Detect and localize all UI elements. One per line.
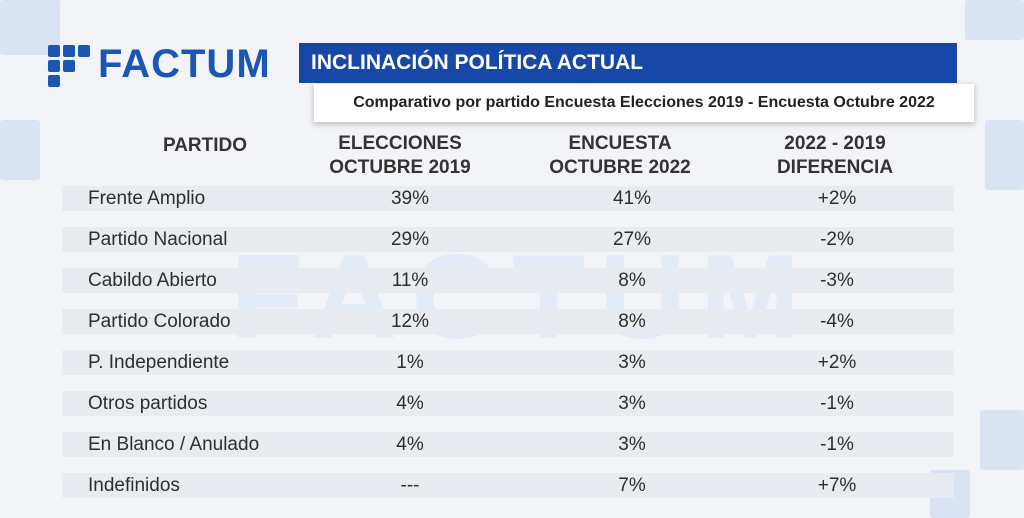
table-row: Indefinidos --- 7% +7%: [62, 473, 954, 498]
cell-diferencia: -3%: [820, 270, 854, 291]
cell-partido: Frente Amplio: [88, 188, 206, 209]
cell-encuesta-2022: 27%: [612, 229, 652, 250]
cell-diferencia: +2%: [817, 188, 857, 209]
header-encuesta-2022: ENCUESTA OCTUBRE 2022: [549, 133, 691, 178]
cell-partido: P. Independiente: [88, 352, 230, 373]
page-title: INCLINACIÓN POLÍTICA ACTUAL: [299, 43, 957, 83]
cell-encuesta-2022: 8%: [618, 270, 646, 291]
cell-diferencia: +7%: [817, 475, 857, 496]
logo-text: FACTUM: [98, 42, 271, 86]
cell-encuesta-2022: 41%: [612, 188, 652, 209]
header-partido: PARTIDO: [162, 135, 248, 156]
cell-encuesta-2022: 3%: [618, 434, 646, 455]
factum-logo-icon: [44, 43, 92, 87]
cell-encuesta-2022: 7%: [618, 475, 646, 496]
cell-elecciones-2019: 4%: [396, 393, 424, 414]
cell-elecciones-2019: 12%: [390, 311, 430, 332]
header-diferencia: 2022 - 2019 DIFERENCIA: [776, 133, 894, 178]
cell-diferencia: -1%: [820, 393, 854, 414]
cell-diferencia: -4%: [820, 311, 854, 332]
table-row: En Blanco / Anulado 4% 3% -1%: [62, 432, 954, 457]
table-row: P. Independiente 1% 3% +2%: [62, 350, 954, 375]
header-elecciones-2019: ELECCIONES OCTUBRE 2019: [329, 133, 471, 178]
cell-elecciones-2019: 39%: [390, 188, 430, 209]
cell-elecciones-2019: 11%: [391, 270, 429, 291]
table-row: Partido Nacional 29% 27% -2%: [62, 227, 954, 252]
cell-elecciones-2019: ---: [400, 475, 420, 496]
cell-diferencia: -1%: [820, 434, 854, 455]
factum-logo: FACTUM: [44, 42, 271, 87]
cell-partido: En Blanco / Anulado: [88, 434, 260, 455]
cell-elecciones-2019: 1%: [396, 352, 424, 373]
table-row: Otros partidos 4% 3% -1%: [62, 391, 954, 416]
cell-elecciones-2019: 29%: [390, 229, 430, 250]
cell-encuesta-2022: 3%: [618, 393, 646, 414]
cell-diferencia: -2%: [820, 229, 854, 250]
cell-partido: Partido Nacional: [88, 229, 228, 250]
cell-encuesta-2022: 3%: [618, 352, 646, 373]
page-subtitle: Comparativo por partido Encuesta Eleccio…: [314, 84, 974, 122]
cell-elecciones-2019: 4%: [396, 434, 424, 455]
table-row: Cabildo Abierto 11% 8% -3%: [62, 268, 954, 293]
cell-diferencia: +2%: [817, 352, 857, 373]
table-body: Frente Amplio 39% 41% +2% Partido Nacion…: [62, 186, 954, 514]
cell-partido: Partido Colorado: [88, 311, 231, 332]
cell-partido: Indefinidos: [88, 475, 180, 496]
cell-partido: Otros partidos: [88, 393, 208, 414]
table-header: PARTIDO ELECCIONES OCTUBRE 2019 ENCUESTA…: [0, 132, 1024, 184]
table-row: Partido Colorado 12% 8% -4%: [62, 309, 954, 334]
cell-encuesta-2022: 8%: [618, 311, 646, 332]
table-row: Frente Amplio 39% 41% +2%: [62, 186, 954, 211]
cell-partido: Cabildo Abierto: [88, 270, 217, 291]
